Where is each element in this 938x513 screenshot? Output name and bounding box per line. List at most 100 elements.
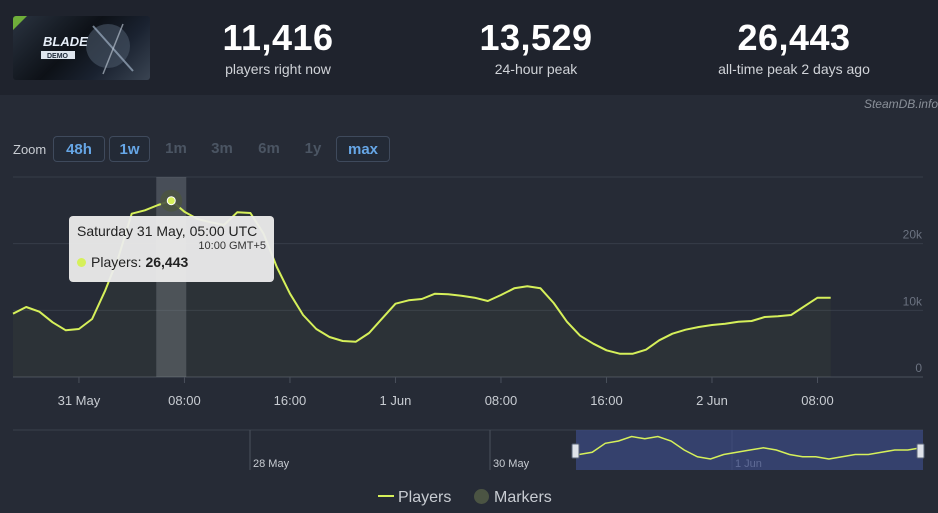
thumbnail-corner-badge: [13, 16, 27, 30]
data-point[interactable]: [485, 299, 490, 304]
y-tick-label: 10k: [903, 294, 923, 308]
tooltip-series-dot: [77, 258, 86, 267]
data-point[interactable]: [459, 293, 464, 298]
legend-players-swatch: [378, 495, 394, 497]
data-point[interactable]: [182, 209, 187, 214]
data-point[interactable]: [789, 313, 794, 318]
data-point[interactable]: [63, 328, 68, 333]
data-point[interactable]: [446, 292, 451, 297]
data-point[interactable]: [37, 309, 42, 314]
data-point[interactable]: [564, 319, 569, 324]
data-point[interactable]: [287, 291, 292, 296]
data-point[interactable]: [498, 293, 503, 298]
data-point[interactable]: [815, 295, 820, 300]
x-tick-label: 08:00: [801, 393, 834, 408]
legend-players[interactable]: Players: [378, 489, 451, 507]
data-point[interactable]: [419, 297, 424, 302]
navigator-left-handle[interactable]: [571, 443, 580, 459]
data-point[interactable]: [709, 323, 714, 328]
zoom-1w-button[interactable]: 1w: [109, 136, 150, 162]
stat-24h-value: 13,529: [479, 17, 593, 58]
legend-markers[interactable]: Markers: [474, 489, 552, 507]
tooltip-series-label: Players:: [91, 254, 142, 270]
data-point[interactable]: [90, 317, 95, 322]
stat-alltime-label: all-time peak 2 days ago: [718, 61, 870, 77]
tooltip-value: 26,443: [145, 254, 189, 270]
data-point[interactable]: [538, 286, 543, 291]
data-point[interactable]: [670, 331, 675, 336]
data-point[interactable]: [630, 351, 635, 356]
data-point[interactable]: [314, 327, 319, 332]
navigator-label: 28 May: [253, 458, 290, 470]
data-point[interactable]: [406, 298, 411, 303]
x-tick-label: 16:00: [274, 393, 307, 408]
chart-tooltip: Saturday 31 May, 05:00 UTC 10:00 GMT+5 P…: [69, 216, 274, 282]
thumbnail-title: BLADE: [43, 34, 88, 49]
navigator-label: 30 May: [493, 458, 530, 470]
data-point[interactable]: [591, 341, 596, 346]
data-point[interactable]: [11, 311, 16, 316]
data-point[interactable]: [301, 313, 306, 318]
hover-marker-dot: [166, 196, 176, 206]
data-point[interactable]: [617, 351, 622, 356]
data-point[interactable]: [433, 291, 438, 296]
y-tick-label: 20k: [903, 228, 923, 242]
steamdb-credit[interactable]: SteamDB.info: [863, 97, 938, 111]
stat-24h-label: 24-hour peak: [494, 61, 578, 77]
zoom-6m-button[interactable]: 6m: [258, 140, 280, 157]
data-point[interactable]: [578, 333, 583, 338]
navigator-line: [578, 435, 922, 460]
data-point[interactable]: [353, 339, 358, 344]
data-point[interactable]: [762, 315, 767, 320]
zoom-3m-button[interactable]: 3m: [211, 140, 233, 157]
players-line: [12, 199, 831, 355]
data-point[interactable]: [50, 320, 55, 325]
x-tick-label: 08:00: [485, 393, 518, 408]
zoom-label: Zoom: [13, 142, 47, 157]
navigator-right-handle[interactable]: [916, 443, 925, 459]
zoom-max-button[interactable]: max: [336, 136, 390, 162]
data-point[interactable]: [723, 321, 728, 326]
player-count-chart[interactable]: 0 10k 20k 31 May 08:00 16:00 1 Jun 08:00 16:00 2…: [0, 0, 938, 420]
data-point[interactable]: [248, 211, 253, 216]
data-point[interactable]: [696, 325, 701, 330]
data-point[interactable]: [142, 208, 147, 213]
data-point[interactable]: [380, 316, 385, 321]
zoom-1y-button[interactable]: 1y: [304, 140, 322, 157]
y-axis-ticks: 0 10k 20k: [903, 228, 923, 375]
data-point[interactable]: [274, 265, 279, 270]
data-point[interactable]: [327, 335, 332, 340]
data-point[interactable]: [802, 304, 807, 309]
data-point[interactable]: [340, 339, 345, 344]
game-thumbnail[interactable]: BLADE DEMO: [13, 16, 150, 80]
data-point[interactable]: [551, 301, 556, 306]
data-point[interactable]: [393, 301, 398, 306]
data-point[interactable]: [657, 338, 662, 343]
data-point[interactable]: [525, 284, 530, 289]
data-point[interactable]: [749, 319, 754, 324]
stat-current-value: 11,416: [222, 17, 334, 58]
data-point[interactable]: [472, 295, 477, 300]
data-point[interactable]: [24, 305, 29, 310]
stats-header: BLADE DEMO 11,416 players right now 13,5…: [0, 0, 938, 95]
data-point[interactable]: [604, 348, 609, 353]
zoom-1m-button[interactable]: 1m: [165, 140, 187, 157]
data-point[interactable]: [683, 327, 688, 332]
data-point[interactable]: [644, 347, 649, 352]
legend-markers-label: Markers: [494, 489, 552, 506]
data-point[interactable]: [235, 210, 240, 215]
x-axis-ticks: 31 May 08:00 16:00 1 Jun 08:00 16:00 2 Jun 08:0…: [58, 377, 834, 408]
stat-alltime-value: 26,443: [737, 17, 851, 58]
data-point[interactable]: [828, 295, 833, 300]
stat-current-label: players right now: [225, 61, 331, 77]
data-point[interactable]: [775, 314, 780, 319]
data-point[interactable]: [512, 286, 517, 291]
zoom-48h-button[interactable]: 48h: [53, 136, 105, 162]
y-tick-label: 0: [915, 361, 922, 375]
data-point[interactable]: [156, 203, 161, 208]
data-point[interactable]: [736, 319, 741, 324]
data-point[interactable]: [367, 331, 372, 336]
data-point[interactable]: [103, 288, 108, 293]
data-point[interactable]: [76, 327, 81, 332]
